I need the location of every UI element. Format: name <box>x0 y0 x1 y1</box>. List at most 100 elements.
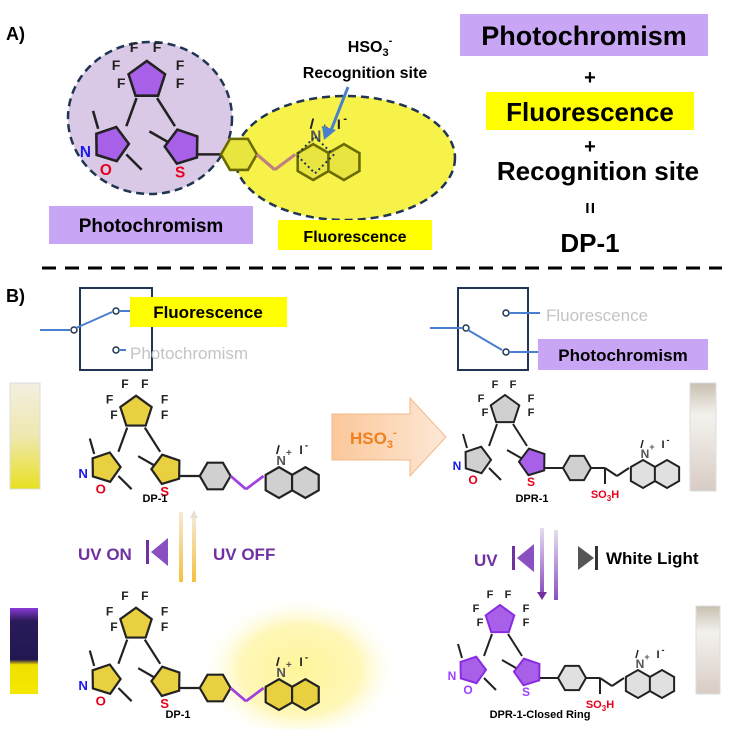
label-dp1-top: DP-1 <box>142 493 167 505</box>
thiophene-ring <box>150 453 181 486</box>
atom-label: F <box>528 407 535 419</box>
recognition-site-box <box>295 135 335 175</box>
benzene-ring <box>198 461 232 491</box>
bond <box>117 427 129 453</box>
atom-label: F <box>473 603 480 615</box>
bond <box>229 474 247 491</box>
isoxazole-ring <box>459 655 488 685</box>
bond <box>275 656 280 667</box>
bond <box>462 433 468 449</box>
equation-fluorescence: Fluorescence <box>506 97 674 127</box>
atom-label: S <box>522 685 530 699</box>
atom-label: I <box>299 655 302 669</box>
benzo-ring <box>327 142 361 182</box>
atom-label: N <box>453 459 462 473</box>
photochromism-tag-bg <box>49 206 253 244</box>
atom-label: F <box>478 393 485 405</box>
atom-label: F <box>487 589 494 601</box>
atom-label: S <box>160 484 169 499</box>
equation-result: DP-1 <box>560 228 619 258</box>
bond <box>125 97 138 127</box>
fluorescence-tag-bg <box>278 220 432 250</box>
thiophene-ring <box>150 665 181 698</box>
bond <box>255 153 276 171</box>
atom-label: F <box>482 407 489 419</box>
label-dpr1-top: DPR-1 <box>515 493 548 505</box>
pyridinium-ring <box>264 677 294 712</box>
switch-left-photochromism: Photochromism <box>130 344 248 363</box>
atom-label: - <box>343 113 347 125</box>
bond <box>483 633 493 657</box>
bond <box>88 650 96 667</box>
bond <box>488 467 502 481</box>
cyclopentene-ring <box>484 603 516 634</box>
benzo-ring <box>290 677 320 712</box>
benzo-ring <box>653 458 681 490</box>
uv-off-label: UV OFF <box>213 545 275 564</box>
thiophene-ring <box>517 447 546 477</box>
white-light-label: White Light <box>606 549 699 568</box>
uv-lamp-icon-right <box>512 544 534 572</box>
atom-label: F <box>528 393 535 405</box>
uv-lamp-icon <box>146 538 168 566</box>
bond <box>125 153 143 171</box>
bond <box>137 667 155 678</box>
switch-right <box>430 287 540 371</box>
switch-left-fluorescence-bg <box>130 297 287 327</box>
bond <box>640 439 644 449</box>
so3h-label: SO3H <box>586 699 614 713</box>
bond <box>143 427 162 453</box>
equation-photochromism: Photochromism <box>481 21 687 51</box>
atom-label: O <box>468 473 477 487</box>
bond <box>483 677 497 691</box>
atom-label: O <box>463 683 472 697</box>
atom-label: F <box>161 408 168 422</box>
uv-off-arrow-shaft <box>179 512 183 582</box>
atom-label: + <box>286 448 292 459</box>
photochromism-tag: Photochromism <box>79 216 224 237</box>
cyclopentene-ring <box>119 394 153 427</box>
thiophene-ring <box>163 128 199 166</box>
bond <box>611 677 625 687</box>
hso3-label: HSO3- <box>348 35 393 59</box>
uv-on-arrow-head <box>190 510 198 518</box>
atom-label: S <box>175 164 185 181</box>
cuvette-dp1 <box>9 382 41 490</box>
atom-label: - <box>305 653 308 664</box>
bond <box>512 423 528 447</box>
bond <box>457 643 463 659</box>
atom-label: N <box>641 447 650 461</box>
atom-label: N <box>636 657 645 671</box>
uv-label: UV <box>474 551 498 570</box>
atom-label: F <box>505 589 512 601</box>
cyclopentene-ring <box>127 59 167 97</box>
cuvette-dp1-uv <box>10 608 38 694</box>
bond <box>91 110 100 130</box>
bond <box>137 455 155 466</box>
atom-label: O <box>96 694 106 709</box>
atom-label: F <box>523 603 530 615</box>
fluorescence-tag: Fluorescence <box>303 229 406 246</box>
isoxazole-ring <box>95 125 131 163</box>
atom-label: N <box>80 144 91 161</box>
atom-label: F <box>141 589 148 603</box>
thiophene-ring <box>512 657 541 687</box>
bond <box>229 686 247 703</box>
bond <box>506 449 522 459</box>
bond <box>599 677 613 687</box>
isoxazole-ring <box>91 451 122 484</box>
bond <box>309 118 315 130</box>
atom-label: O <box>100 162 112 179</box>
fluorescence-glow <box>200 595 400 729</box>
bond <box>501 659 517 669</box>
hso3-reaction-label: HSO3- <box>350 427 397 451</box>
atom-label: + <box>649 442 654 452</box>
atom-label: F <box>523 617 530 629</box>
atom-label: F <box>161 392 168 406</box>
atom-label: N <box>448 669 457 683</box>
